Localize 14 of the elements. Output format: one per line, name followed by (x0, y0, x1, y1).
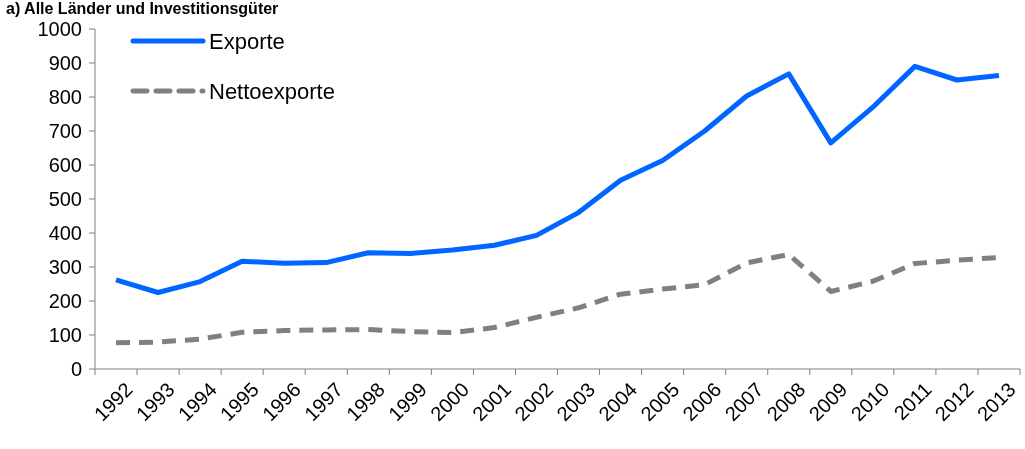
y-tick-label: 200 (48, 290, 82, 312)
legend-label: Nettoexporte (209, 78, 335, 104)
y-tick-label: 700 (48, 120, 82, 142)
y-tick-label: 900 (48, 52, 82, 74)
y-tick-label: 500 (48, 188, 82, 210)
chart-title: a) Alle Länder und Investitionsgüter (6, 0, 279, 17)
y-tick-label: 600 (48, 154, 82, 176)
legend-label: Exporte (209, 28, 285, 54)
y-tick-label: 800 (48, 86, 82, 108)
y-tick-label: 400 (48, 222, 82, 244)
y-tick-label: 100 (48, 324, 82, 346)
y-tick-label: 0 (70, 358, 82, 380)
y-tick-label: 300 (48, 256, 82, 278)
y-tick-label: 1000 (37, 18, 82, 40)
